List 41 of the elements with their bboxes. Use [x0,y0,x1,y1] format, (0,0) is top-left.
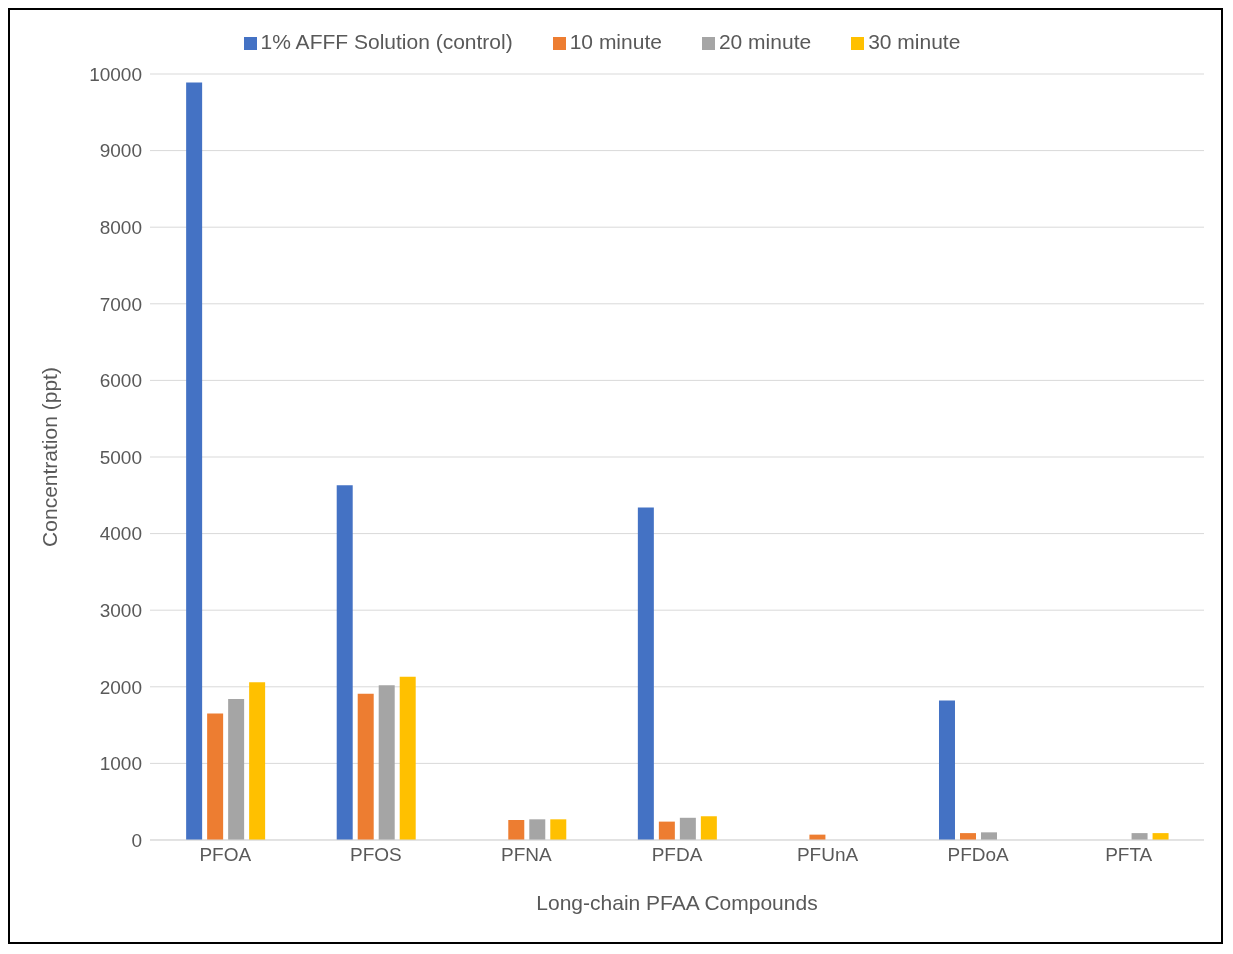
legend-label: 10 minute [569,30,662,53]
y-tick-label: 9000 [99,140,142,162]
x-axis-title: Long-chain PFAA Compounds [536,891,818,914]
y-tick-label: 8000 [99,216,142,238]
bar [336,485,353,840]
x-tick-label: PFDA [651,844,703,866]
bar [228,699,245,840]
x-tick-label: PFTA [1105,844,1153,866]
y-tick-label: 3000 [99,599,142,621]
bar [508,820,525,840]
bar [550,819,567,840]
legend-label: 1% AFFF Solution (control) [260,30,513,53]
bar [249,682,266,840]
y-tick-label: 6000 [99,370,142,392]
bar [637,507,654,840]
bar [378,685,395,840]
x-tick-label: PFOS [349,844,402,866]
y-tick-label: 5000 [99,446,142,468]
y-tick-label: 0 [131,829,142,851]
bar [938,700,955,840]
x-tick-label: PFUnA [796,844,859,866]
legend-label: 20 minute [718,30,812,53]
bar [357,693,374,840]
y-axis-title: Concentration (ppt) [38,367,62,547]
y-tick-label: 7000 [99,293,142,315]
y-tick-label: 2000 [99,676,142,698]
bar [679,817,696,840]
y-tick-label: 1000 [99,753,142,775]
bar [980,832,997,840]
legend-label: 30 minute [868,30,961,53]
bar [399,676,416,840]
x-tick-label: PFDoA [947,844,1010,866]
x-tick-label: PFOA [199,844,252,866]
bar [529,819,546,840]
bar [207,713,224,840]
x-tick-label: PFNA [501,844,553,866]
y-tick-label: 10000 [89,63,142,85]
bar [700,816,717,840]
bar [186,82,203,840]
bar [658,821,675,840]
y-tick-label: 4000 [99,523,142,545]
